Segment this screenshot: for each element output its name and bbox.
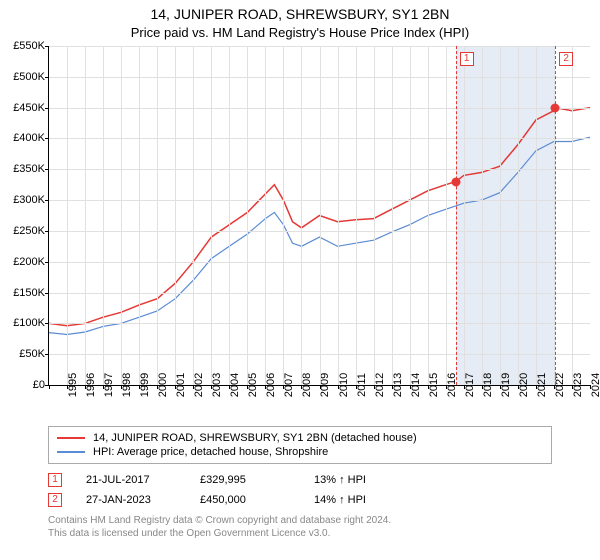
gridline-vertical xyxy=(85,46,86,385)
gridline-vertical xyxy=(121,46,122,385)
y-axis-label: £300K xyxy=(13,194,49,206)
gridline-vertical xyxy=(338,46,339,385)
footer-line-2: This data is licensed under the Open Gov… xyxy=(48,527,552,540)
sale-point-dot xyxy=(451,177,460,186)
footer-line-1: Contains HM Land Registry data © Crown c… xyxy=(48,514,552,527)
gridline-vertical xyxy=(229,46,230,385)
gridline-vertical xyxy=(446,46,447,385)
y-axis-label: £250K xyxy=(13,225,49,237)
y-axis-label: £500K xyxy=(13,71,49,83)
y-axis-label: £150K xyxy=(13,287,49,299)
sale-row-delta: 13% ↑ HPI xyxy=(314,474,404,486)
sale-vline xyxy=(456,46,457,385)
gridline-vertical xyxy=(67,46,68,385)
gridline-vertical xyxy=(518,46,519,385)
sale-row-marker: 1 xyxy=(48,473,62,487)
footer-attribution: Contains HM Land Registry data © Crown c… xyxy=(48,514,552,540)
gridline-vertical xyxy=(572,46,573,385)
y-axis-label: £50K xyxy=(19,348,49,360)
gridline-vertical xyxy=(320,46,321,385)
gridline-vertical xyxy=(356,46,357,385)
gridline-vertical xyxy=(193,46,194,385)
sale-row-date: 21-JUL-2017 xyxy=(86,474,176,486)
sale-row-price: £329,995 xyxy=(200,474,290,486)
legend: 14, JUNIPER ROAD, SHREWSBURY, SY1 2BN (d… xyxy=(48,426,552,464)
gridline-vertical xyxy=(500,46,501,385)
sale-row-marker: 2 xyxy=(48,493,62,507)
sale-row-delta: 14% ↑ HPI xyxy=(314,494,404,506)
sale-row-date: 27-JAN-2023 xyxy=(86,494,176,506)
sale-row: 2 27-JAN-2023 £450,000 14% ↑ HPI xyxy=(48,490,552,510)
gridline-vertical xyxy=(247,46,248,385)
gridline-vertical xyxy=(103,46,104,385)
gridline-vertical xyxy=(464,46,465,385)
legend-item: HPI: Average price, detached house, Shro… xyxy=(57,445,543,459)
gridline-vertical xyxy=(374,46,375,385)
sale-marker-box: 1 xyxy=(460,52,474,66)
sale-row-price: £450,000 xyxy=(200,494,290,506)
gridline-vertical xyxy=(428,46,429,385)
y-axis-label: £200K xyxy=(13,256,49,268)
chart-title: 14, JUNIPER ROAD, SHREWSBURY, SY1 2BN xyxy=(0,0,600,22)
y-axis-label: £450K xyxy=(13,102,49,114)
gridline-vertical xyxy=(283,46,284,385)
y-axis-label: £550K xyxy=(13,40,49,52)
legend-swatch xyxy=(57,437,85,439)
x-axis-label: 2025 xyxy=(590,373,600,397)
gridline-vertical xyxy=(175,46,176,385)
sales-table: 1 21-JUL-2017 £329,995 13% ↑ HPI 2 27-JAN-202… xyxy=(48,470,552,510)
legend-label: HPI: Average price, detached house, Shro… xyxy=(93,446,328,458)
chart-subtitle: Price paid vs. HM Land Registry's House … xyxy=(0,22,600,46)
sale-point-dot xyxy=(551,103,560,112)
gridline-vertical xyxy=(392,46,393,385)
gridline-vertical xyxy=(139,46,140,385)
sale-marker-box: 2 xyxy=(559,52,573,66)
y-axis-label: £0 xyxy=(33,379,49,391)
y-axis-label: £400K xyxy=(13,132,49,144)
gridline-vertical xyxy=(157,46,158,385)
gridline-vertical xyxy=(301,46,302,385)
gridline-vertical xyxy=(410,46,411,385)
y-axis-label: £350K xyxy=(13,163,49,175)
gridline-vertical xyxy=(265,46,266,385)
gridline-vertical xyxy=(536,46,537,385)
gridline-vertical xyxy=(482,46,483,385)
sale-row: 1 21-JUL-2017 £329,995 13% ↑ HPI xyxy=(48,470,552,490)
legend-label: 14, JUNIPER ROAD, SHREWSBURY, SY1 2BN (d… xyxy=(93,432,417,444)
sale-vline xyxy=(555,46,556,385)
legend-swatch xyxy=(57,451,85,453)
chart-plot-area: £0£50K£100K£150K£200K£250K£300K£350K£400… xyxy=(48,46,590,386)
legend-item: 14, JUNIPER ROAD, SHREWSBURY, SY1 2BN (d… xyxy=(57,431,543,445)
y-axis-label: £100K xyxy=(13,317,49,329)
gridline-vertical xyxy=(211,46,212,385)
